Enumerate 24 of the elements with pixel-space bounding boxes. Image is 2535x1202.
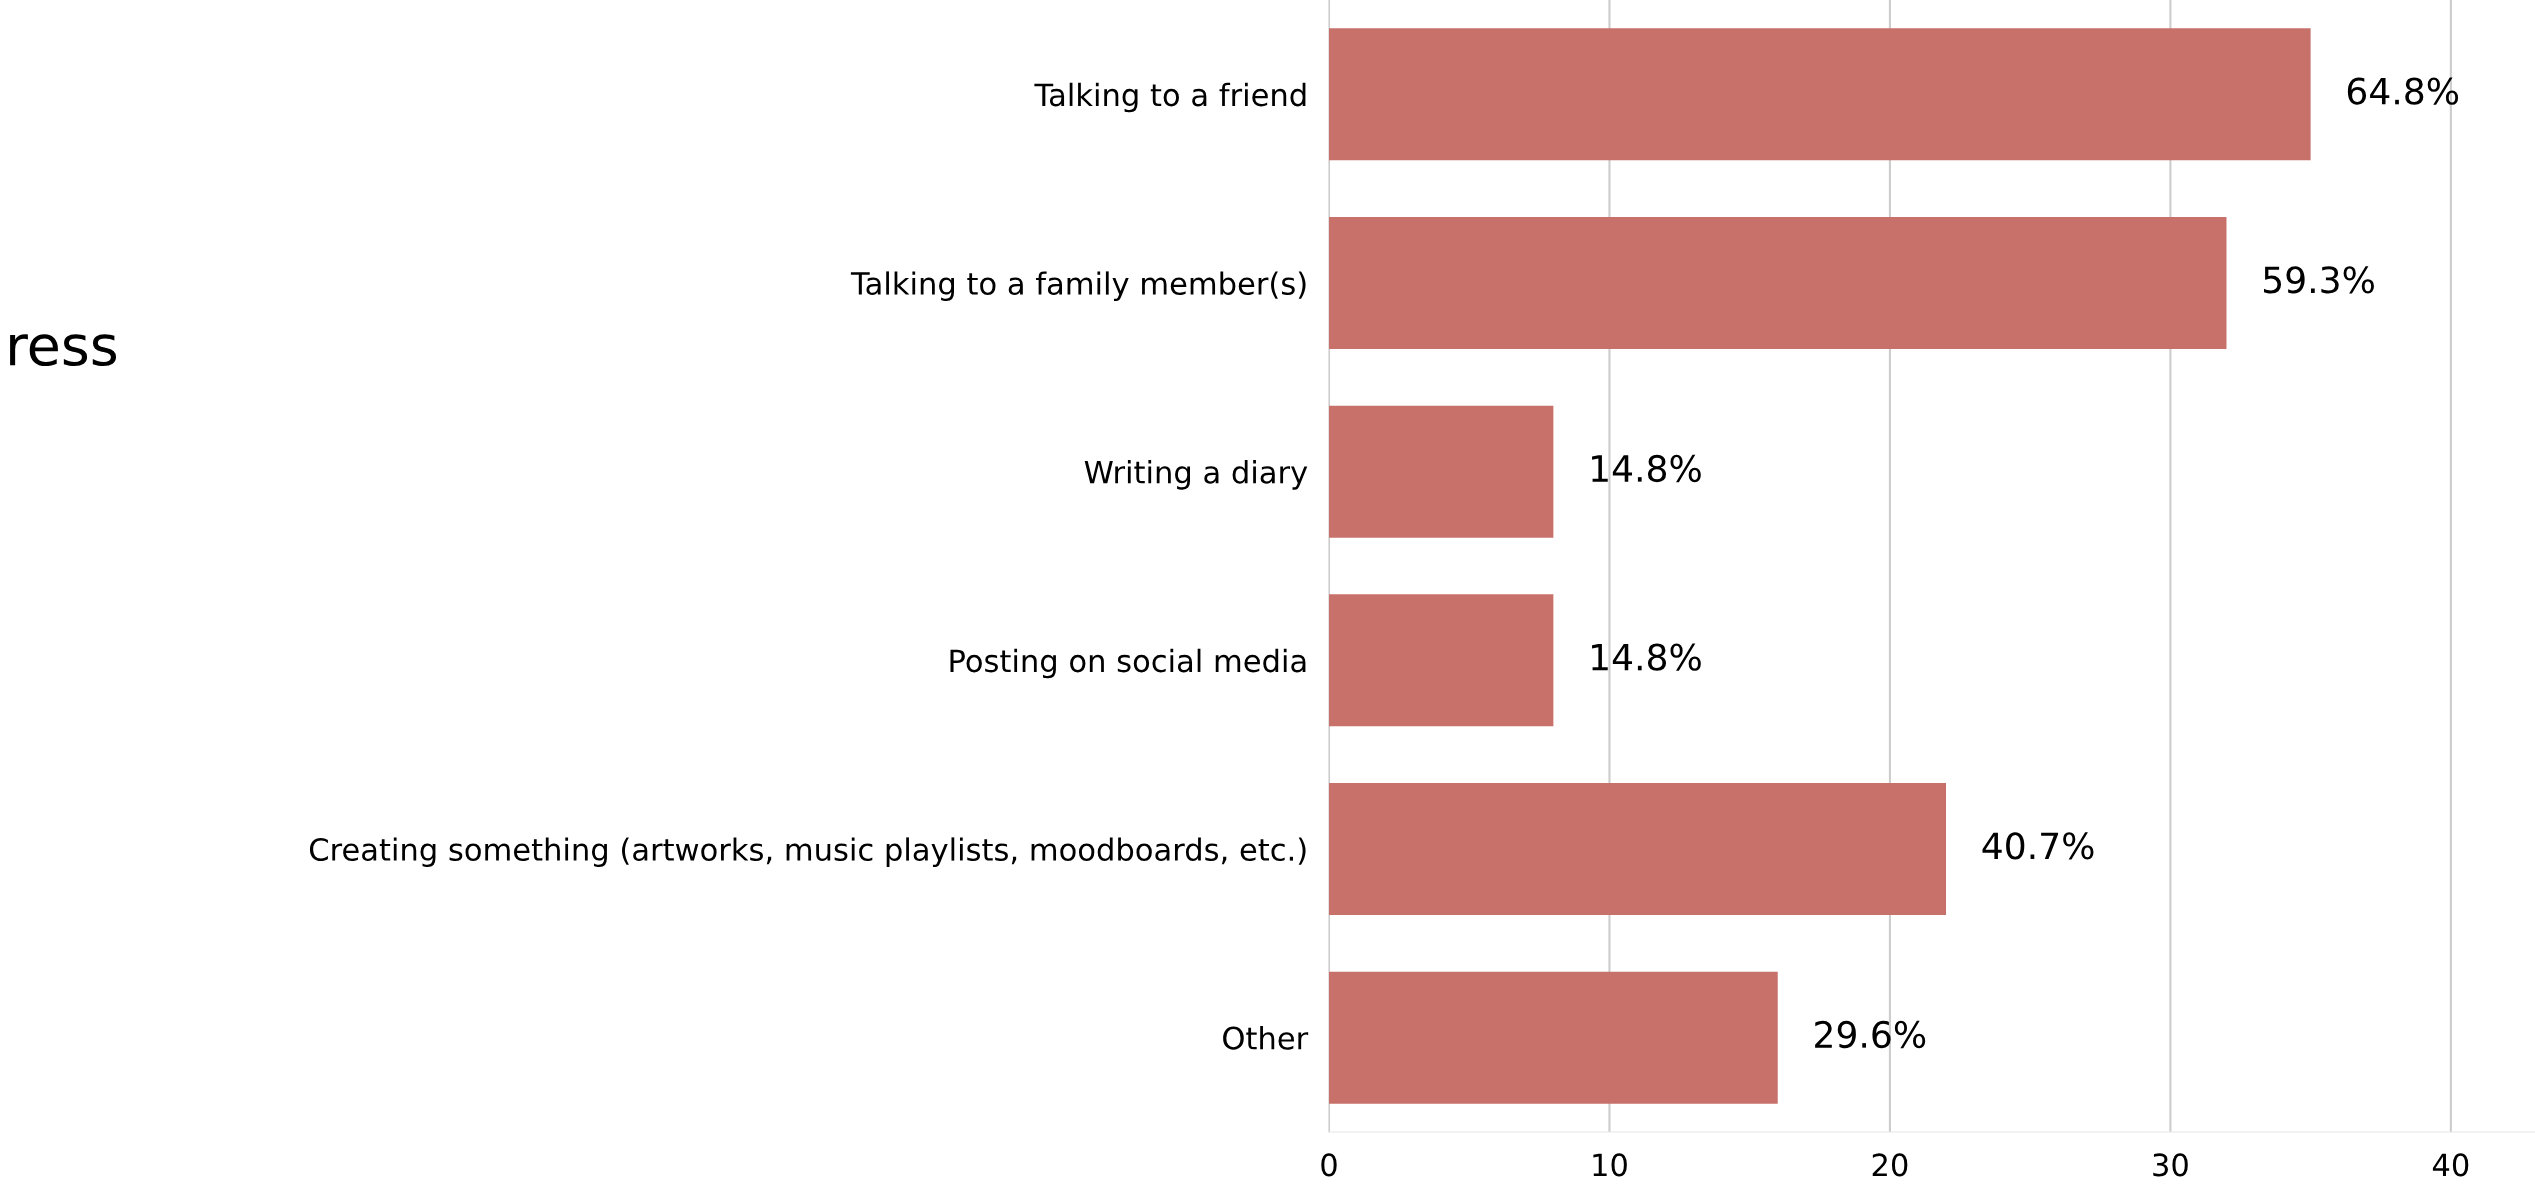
x-tick-label: 0 <box>1321 1153 1337 1177</box>
bar <box>1329 971 1778 1104</box>
x-tick-label: 40 <box>2432 1153 2469 1177</box>
y-tick-label: Creating something (artworks, music playlists, moodboards, etc.) <box>309 837 1306 867</box>
annotation: 64.8% <box>2347 77 2459 105</box>
annotation: 29.6% <box>1815 1020 1926 1049</box>
bar <box>1329 782 1947 916</box>
annotation: 40.7% <box>1982 832 2094 860</box>
bar <box>1329 28 2311 161</box>
annotation: 59.3% <box>2264 266 2374 294</box>
x-tick-label: 30 <box>2153 1153 2188 1177</box>
text: ress <box>10 334 117 367</box>
annotation: 14.8% <box>1592 454 1701 483</box>
y-tick-label: Posting on social media <box>950 648 1306 679</box>
x-tick-label: 10 <box>1593 1153 1627 1177</box>
y-tick-label: Other <box>1223 1026 1309 1050</box>
y-tick-label: Talking to a friend <box>1034 82 1306 113</box>
bar <box>1329 405 1554 538</box>
bar <box>1329 594 1554 727</box>
x-tick-label: 20 <box>1872 1153 1908 1177</box>
annotation: 14.8% <box>1592 643 1701 671</box>
bar <box>1329 216 2227 350</box>
y-tick-label: Writing a diary <box>1084 460 1308 490</box>
y-tick-label: Talking to a family member(s) <box>850 271 1306 301</box>
